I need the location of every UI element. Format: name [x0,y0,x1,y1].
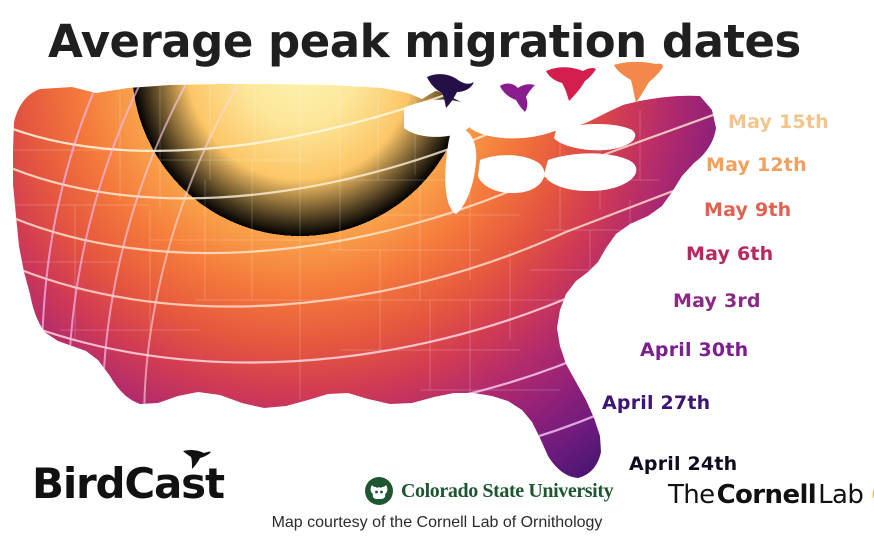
bird-silhouette-4-icon [614,61,663,103]
map-caption: Map courtesy of the Cornell Lab of Ornit… [271,514,603,531]
contour-label-may-3: May 3rd [673,290,761,312]
contour-label-april-27: April 27th [602,392,711,414]
great-lakes [396,84,700,214]
birdcast-wordmark: BirdCast [32,459,225,508]
cornell-cornell: Cornell [716,480,817,510]
contour-label-april-30: April 30th [640,339,749,361]
csu-wordmark: Colorado State University [401,479,614,502]
contour-label-may-12: May 12th [706,154,807,176]
page-title: Average peak migration dates [48,15,801,68]
contour-label-may-15: May 15th [728,111,829,133]
contour-label-april-24: April 24th [629,453,738,475]
contour-label-may-6: May 6th [686,243,774,265]
cornell-the: The [668,480,715,510]
csu-ram-emblem-icon [365,477,393,505]
colorado-state-university-logo[interactable]: Colorado State University [364,476,614,506]
bird-silhouette-3-icon [546,67,596,101]
birdcast-bird-icon [183,449,211,469]
woodpecker-head-icon [872,489,874,498]
cornell-lab: Lab [818,480,864,510]
state-borders [13,84,680,400]
cornell-lab-logo[interactable]: The Cornell Lab [668,478,874,512]
birdcast-logo[interactable]: BirdCast [32,449,225,508]
contour-label-may-9: May 9th [704,199,792,221]
bird-silhouette-2-icon [500,83,535,112]
bird-silhouette-1-icon [427,74,474,108]
